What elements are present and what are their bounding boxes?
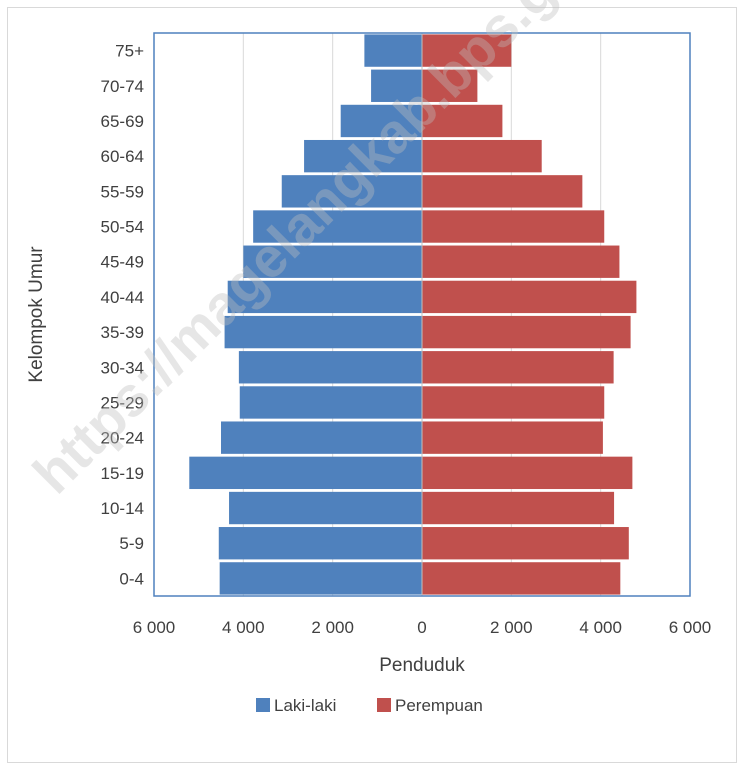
bar-perempuan-55-59	[422, 175, 583, 208]
x-tick-label: 0	[417, 618, 426, 637]
bar-laki-laki-45-49	[243, 245, 422, 278]
bar-perempuan-10-14	[422, 491, 615, 525]
x-tick-label: 2 000	[311, 618, 354, 637]
x-axis-title: Penduduk	[379, 655, 465, 676]
bar-laki-laki-0-4	[219, 562, 422, 595]
y-tick-label: 70-74	[101, 77, 144, 96]
bar-perempuan-0-4	[422, 562, 621, 595]
x-tick-label: 4 000	[579, 618, 622, 637]
y-tick-label: 30-34	[101, 358, 144, 377]
legend-label-perempuan: Perempuan	[395, 696, 483, 715]
bar-laki-laki-55-59	[281, 175, 422, 208]
bar-perempuan-75+	[422, 34, 512, 67]
bar-perempuan-60-64	[422, 139, 542, 173]
legend-swatch-perempuan	[377, 698, 391, 712]
y-tick-label: 0-4	[119, 569, 144, 588]
y-tick-label: 55-59	[101, 182, 144, 201]
legend-swatch-laki-laki	[256, 698, 270, 712]
bar-laki-laki-25-29	[239, 386, 422, 419]
bar-laki-laki-35-39	[224, 315, 422, 349]
x-tick-label: 6 000	[133, 618, 176, 637]
bar-perempuan-5-9	[422, 527, 629, 560]
x-tick-label: 6 000	[669, 618, 712, 637]
legend-label-laki-laki: Laki-laki	[274, 696, 336, 715]
y-tick-label: 35-39	[101, 323, 144, 342]
y-tick-label: 60-64	[101, 147, 144, 166]
bar-laki-laki-65-69	[340, 104, 422, 138]
bar-perempuan-50-54	[422, 210, 605, 243]
plot-border	[153, 32, 691, 597]
y-tick-label: 5-9	[119, 534, 144, 553]
y-tick-label: 10-14	[101, 499, 144, 518]
y-tick-label: 50-54	[101, 218, 144, 237]
y-tick-label: 25-29	[101, 393, 144, 412]
bar-laki-laki-20-24	[221, 421, 422, 454]
y-tick-label: 40-44	[101, 288, 144, 307]
bar-perempuan-20-24	[422, 421, 603, 454]
y-tick-label: 45-49	[101, 253, 144, 272]
bar-laki-laki-60-64	[304, 139, 422, 173]
bar-laki-laki-30-34	[238, 351, 422, 384]
bar-perempuan-45-49	[422, 245, 620, 278]
bar-perempuan-70-74	[422, 69, 478, 102]
bar-perempuan-35-39	[422, 315, 631, 349]
bar-perempuan-25-29	[422, 386, 605, 419]
bar-perempuan-40-44	[422, 280, 637, 314]
y-tick-label: 75+	[115, 42, 144, 61]
bar-perempuan-30-34	[422, 351, 614, 384]
x-tick-label: 2 000	[490, 618, 533, 637]
y-tick-label: 20-24	[101, 429, 144, 448]
bar-laki-laki-40-44	[227, 280, 422, 314]
bar-perempuan-65-69	[422, 104, 503, 138]
x-tick-label: 4 000	[222, 618, 265, 637]
bar-laki-laki-75+	[364, 34, 422, 67]
bar-perempuan-15-19	[422, 456, 633, 490]
y-tick-label: 65-69	[101, 112, 144, 131]
y-tick-label: 15-19	[101, 464, 144, 483]
bar-laki-laki-5-9	[218, 527, 422, 560]
bar-laki-laki-70-74	[371, 69, 422, 102]
y-axis-title: Kelompok Umur	[26, 246, 47, 383]
bar-laki-laki-15-19	[189, 456, 422, 490]
bar-laki-laki-50-54	[253, 210, 422, 243]
bar-laki-laki-10-14	[229, 491, 422, 525]
